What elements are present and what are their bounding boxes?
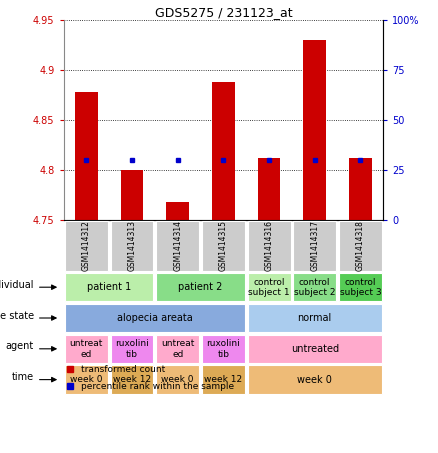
Bar <box>156 366 199 394</box>
Text: week 0: week 0 <box>162 375 194 384</box>
Text: alopecia areata: alopecia areata <box>117 313 193 323</box>
Text: GSM1414317: GSM1414317 <box>310 220 319 271</box>
Bar <box>293 221 336 271</box>
Text: transformed count: transformed count <box>81 365 166 374</box>
Bar <box>339 273 382 301</box>
Bar <box>65 366 108 394</box>
Bar <box>303 40 326 220</box>
Bar <box>247 304 382 332</box>
Bar <box>247 366 382 394</box>
Text: ruxolini
tib: ruxolini tib <box>206 339 240 358</box>
Text: untreated: untreated <box>291 344 339 354</box>
Text: patient 2: patient 2 <box>178 282 223 292</box>
Bar <box>110 335 153 363</box>
Bar <box>247 221 290 271</box>
Text: week 0: week 0 <box>297 375 332 385</box>
Text: time: time <box>11 372 34 382</box>
Text: control
subject 3: control subject 3 <box>339 278 381 297</box>
Text: agent: agent <box>6 342 34 352</box>
Text: GSM1414312: GSM1414312 <box>82 220 91 271</box>
Bar <box>65 221 108 271</box>
Bar <box>120 170 143 220</box>
Text: GSM1414314: GSM1414314 <box>173 220 182 271</box>
Bar <box>202 335 245 363</box>
Bar <box>339 221 382 271</box>
Bar <box>293 273 336 301</box>
Bar <box>156 221 199 271</box>
Text: week 12: week 12 <box>113 375 151 384</box>
Text: disease state: disease state <box>0 311 34 321</box>
Text: ruxolini
tib: ruxolini tib <box>115 339 149 358</box>
Bar <box>247 273 290 301</box>
Text: week 12: week 12 <box>204 375 243 384</box>
Bar <box>156 335 199 363</box>
Bar <box>202 221 245 271</box>
Text: week 0: week 0 <box>70 375 102 384</box>
Text: percentile rank within the sample: percentile rank within the sample <box>81 382 234 391</box>
Bar <box>65 304 245 332</box>
Bar <box>247 335 382 363</box>
Text: GSM1414313: GSM1414313 <box>127 220 137 271</box>
Text: untreat
ed: untreat ed <box>70 339 103 358</box>
Bar <box>65 273 153 301</box>
Text: GSM1414316: GSM1414316 <box>265 220 274 271</box>
Bar <box>110 366 153 394</box>
Bar <box>65 335 108 363</box>
Text: patient 1: patient 1 <box>87 282 131 292</box>
Bar <box>156 273 245 301</box>
Text: normal: normal <box>297 313 332 323</box>
Text: untreat
ed: untreat ed <box>161 339 194 358</box>
Bar <box>258 158 280 220</box>
Bar <box>349 158 372 220</box>
Bar <box>202 366 245 394</box>
Text: control
subject 2: control subject 2 <box>294 278 336 297</box>
Bar <box>110 221 153 271</box>
Text: individual: individual <box>0 280 34 290</box>
Text: GSM1414315: GSM1414315 <box>219 220 228 271</box>
Text: GSM1414318: GSM1414318 <box>356 220 365 271</box>
Bar <box>212 82 235 220</box>
Bar <box>166 202 189 220</box>
Title: GDS5275 / 231123_at: GDS5275 / 231123_at <box>155 6 292 19</box>
Text: control
subject 1: control subject 1 <box>248 278 290 297</box>
Bar <box>75 92 98 220</box>
